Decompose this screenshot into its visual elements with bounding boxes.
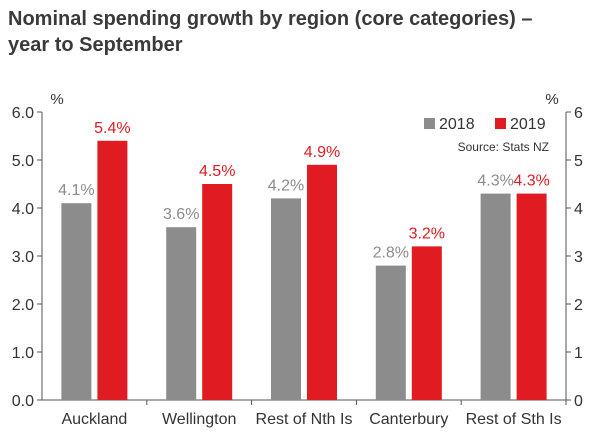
data-label-2018: 4.2%: [268, 177, 304, 194]
data-label-2018: 4.1%: [58, 182, 94, 199]
data-label-2019: 5.4%: [94, 120, 130, 137]
legend-label-2019: 2019: [510, 116, 546, 133]
bar-2018: [166, 227, 197, 400]
bar-2019: [97, 140, 128, 401]
x-tick-label: Rest of Nth Is: [256, 411, 353, 428]
left-axis-unit: %: [50, 91, 63, 108]
data-label-2018: 3.6%: [163, 206, 199, 223]
data-label-2018: 4.3%: [477, 173, 513, 190]
right-tick-label: 3: [574, 249, 583, 266]
bar-2019: [411, 246, 442, 400]
bar-2019: [516, 193, 547, 400]
left-tick-label: 6.0: [12, 105, 34, 122]
bar-2018: [271, 198, 301, 400]
right-tick-label: 1: [574, 345, 583, 362]
legend-swatch-2019: [495, 118, 506, 129]
bar-2018: [375, 265, 406, 400]
x-tick-label: Canterbury: [369, 411, 448, 428]
bar-2018: [480, 193, 511, 400]
data-label-2019: 4.5%: [199, 163, 235, 180]
data-label-2019: 4.9%: [304, 144, 340, 161]
right-tick-label: 2: [574, 297, 583, 314]
bar-2019: [202, 184, 233, 400]
data-label-2018: 2.8%: [373, 245, 409, 262]
data-label-2019: 3.2%: [409, 225, 445, 242]
x-tick-label: Auckland: [61, 411, 127, 428]
right-tick-label: 0: [574, 393, 583, 410]
bar-2019: [307, 164, 337, 400]
right-tick-label: 6: [574, 105, 583, 122]
chart-title-line-2: year to September: [8, 34, 183, 56]
chart-title-line-1: Nominal spending growth by region (core …: [8, 8, 533, 30]
x-tick-label: Wellington: [162, 411, 236, 428]
left-tick-label: 3.0: [12, 249, 34, 266]
right-tick-label: 5: [574, 153, 583, 170]
left-tick-label: 5.0: [12, 153, 34, 170]
left-tick-label: 2.0: [12, 297, 34, 314]
x-tick-label: Rest of Sth Is: [466, 411, 562, 428]
left-tick-label: 4.0: [12, 201, 34, 218]
left-tick-label: 0.0: [12, 393, 34, 410]
legend-label-2018: 2018: [439, 116, 475, 133]
source-note: Source: Stats NZ: [458, 140, 549, 154]
left-tick-label: 1.0: [12, 345, 34, 362]
right-tick-label: 4: [574, 201, 583, 218]
right-axis-unit: %: [545, 91, 558, 108]
bar-2018: [61, 203, 92, 400]
legend-swatch-2018: [424, 118, 435, 129]
data-label-2019: 4.3%: [513, 173, 549, 190]
chart-title: Nominal spending growth by region (core …: [8, 6, 592, 58]
